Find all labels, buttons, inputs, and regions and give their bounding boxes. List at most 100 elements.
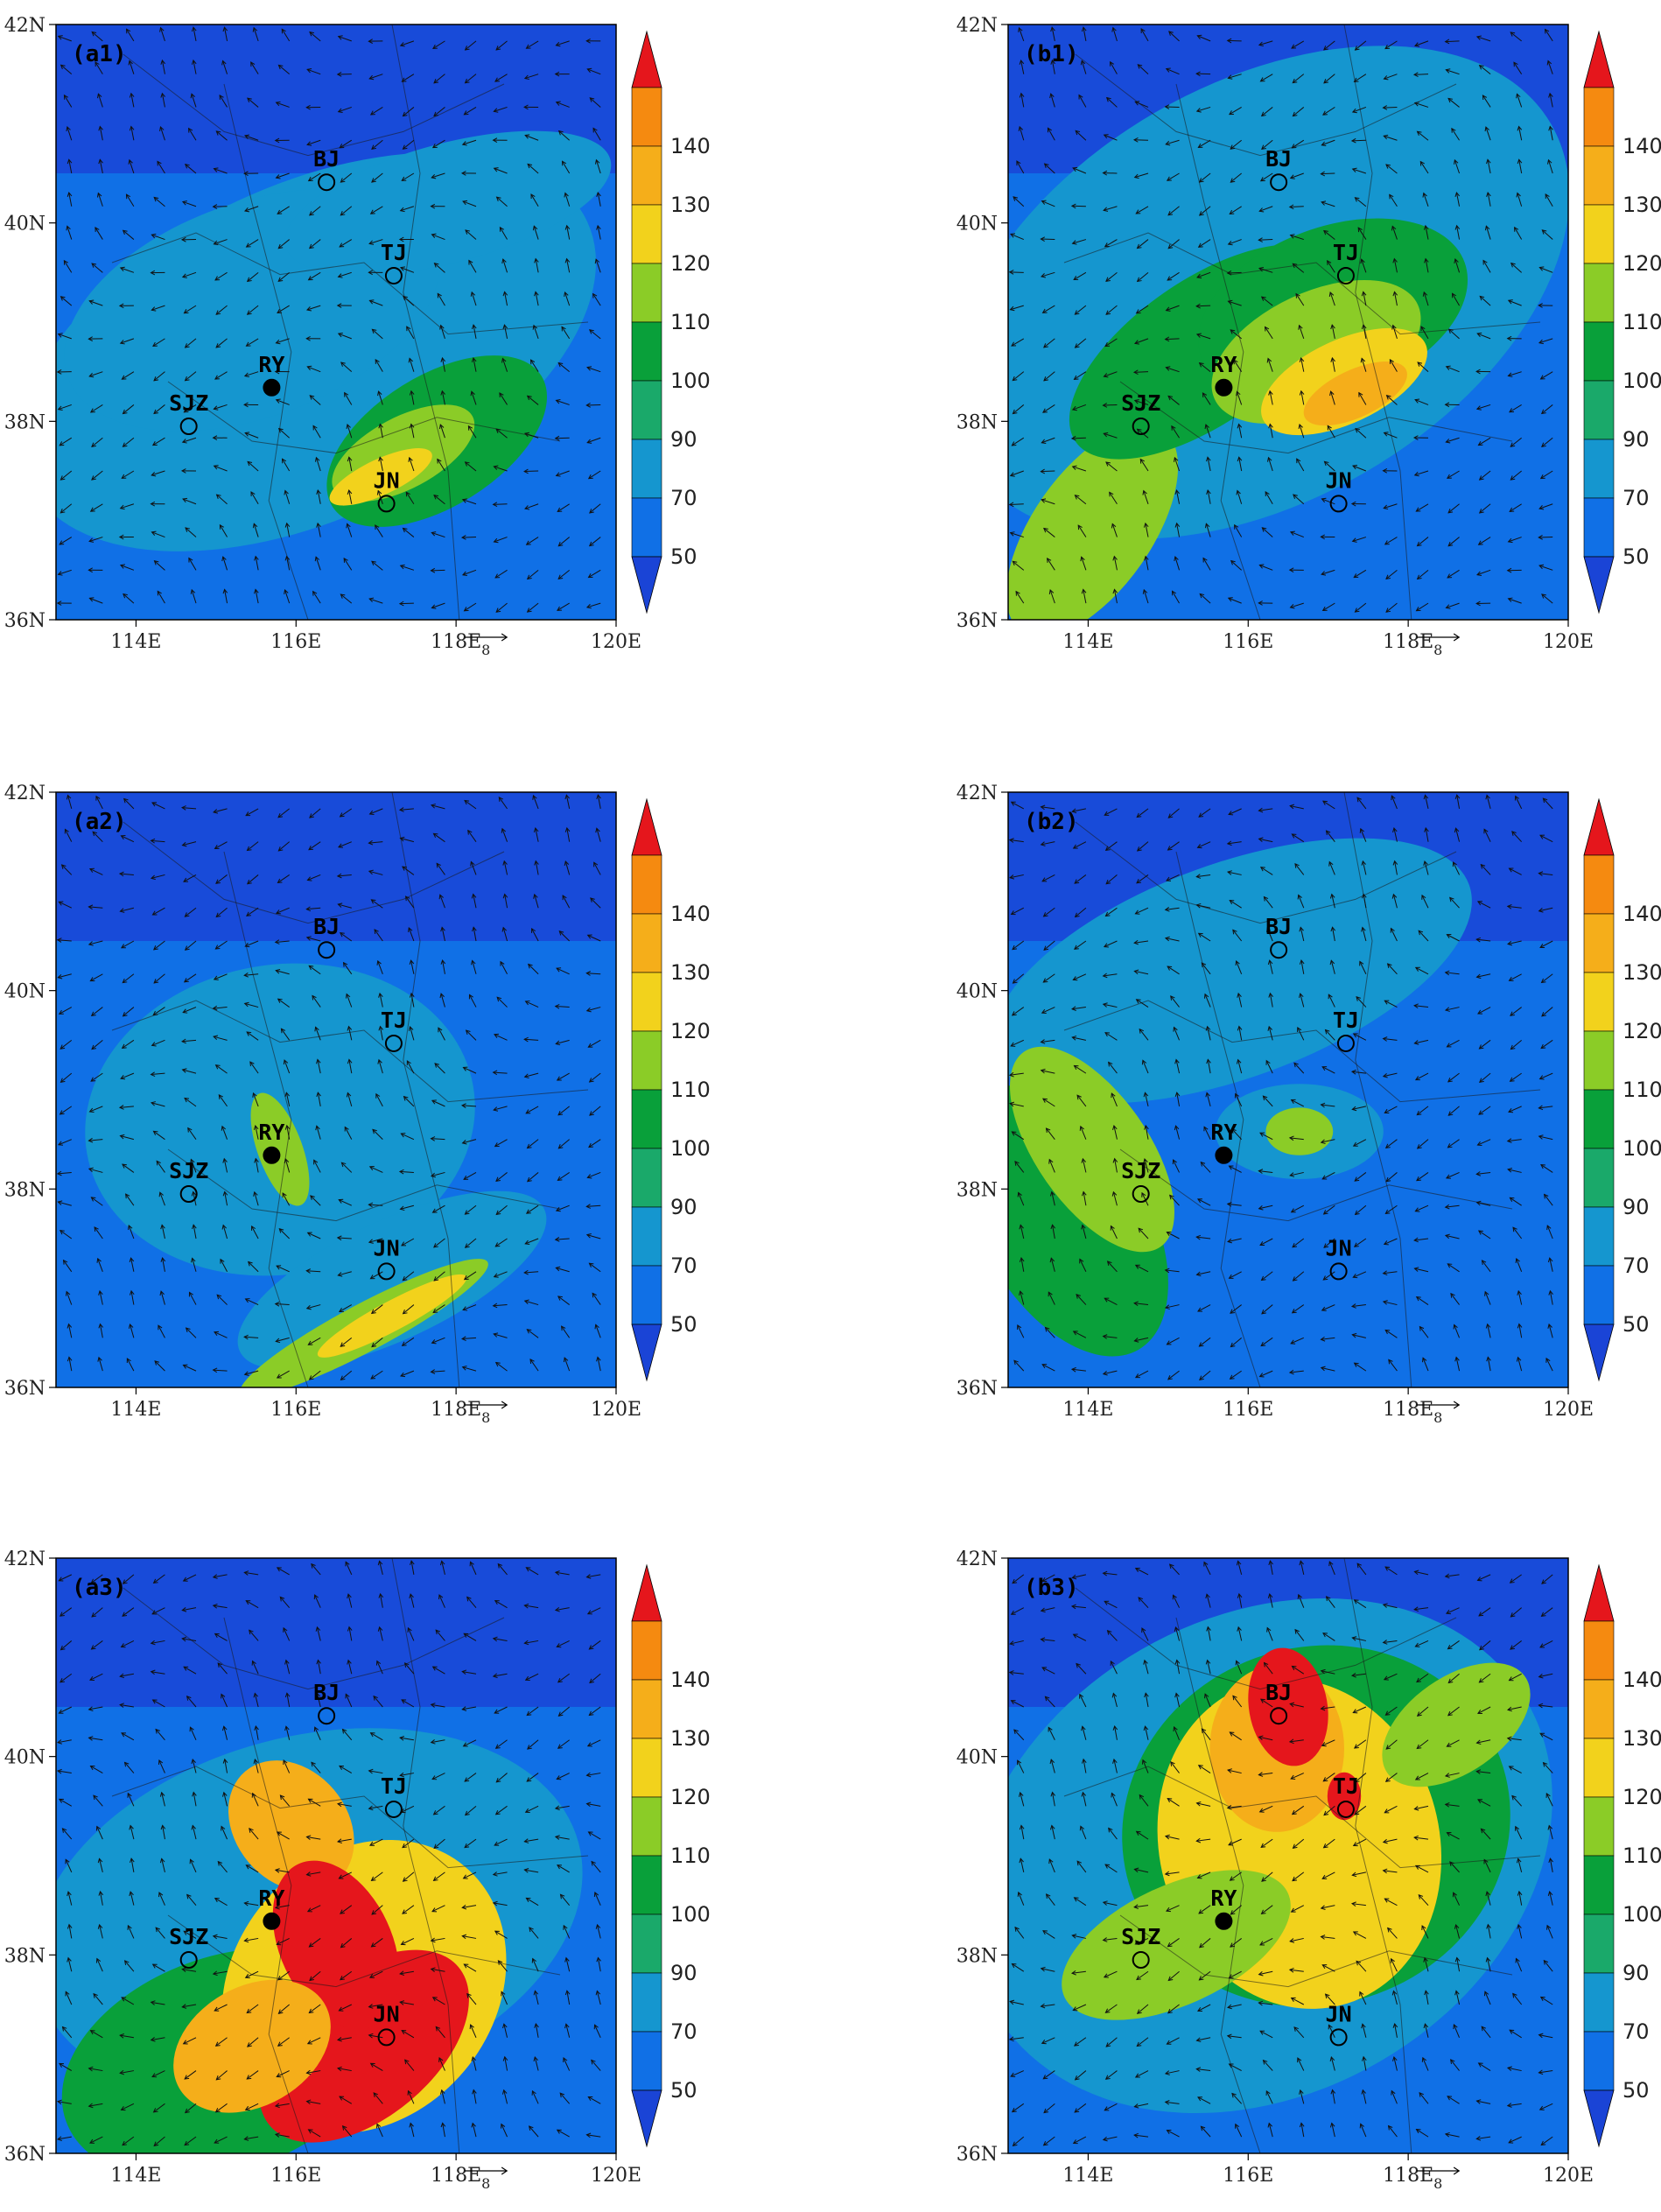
colorbar-label: 130 — [670, 1726, 711, 1751]
colorbar-bin — [632, 855, 662, 914]
y-tick-label: 40N — [957, 981, 998, 1003]
colorbar: 507090100110120130140 — [1584, 799, 1661, 1380]
city-label-bj: BJ — [1265, 914, 1292, 939]
colorbar-bin — [632, 1207, 662, 1266]
colorbar-bin — [632, 973, 662, 1031]
colorbar-bin — [1584, 914, 1614, 973]
colorbar-label: 130 — [1622, 193, 1661, 217]
city-label-tj: TJ — [381, 240, 407, 265]
colorbar-bin — [632, 914, 662, 973]
colorbar-bin — [1584, 1621, 1614, 1680]
wind-arrow — [400, 603, 414, 604]
y-tick-label: 38N — [957, 1945, 998, 1967]
colorbar-label: 50 — [1622, 2078, 1650, 2103]
colorbar-label: 70 — [1622, 486, 1650, 510]
reference-vector-label: 8 — [481, 1409, 490, 1426]
wind-arrow — [524, 471, 538, 472]
y-tick-label: 42N — [957, 1548, 998, 1570]
reference-vector-label: 8 — [481, 642, 490, 658]
reference-vector-label: 8 — [1433, 642, 1442, 658]
colorbar-label: 50 — [670, 2078, 697, 2103]
colorbar-bottom-arrow — [1584, 1324, 1614, 1380]
x-tick-label: 114E — [1062, 2165, 1113, 2187]
city-label-bj: BJ — [313, 146, 340, 172]
colorbar-label: 140 — [1622, 134, 1661, 158]
city-label-ry: RY — [258, 1885, 284, 1911]
x-tick-label: 118E — [431, 631, 481, 653]
colorbar-bin — [1584, 1738, 1614, 1797]
colorbar-bin — [632, 1031, 662, 1090]
city-label-ry: RY — [258, 352, 284, 377]
colorbar-label: 90 — [1622, 427, 1650, 452]
city-label-tj: TJ — [381, 1008, 407, 1033]
wind-arrow — [1228, 272, 1242, 273]
colorbar-label: 90 — [670, 427, 697, 452]
wind-arrow — [494, 504, 508, 505]
colorbar-label: 50 — [670, 1312, 697, 1337]
colorbar-bin — [1584, 1266, 1614, 1324]
colorbar-bin — [632, 205, 662, 263]
colorbar-label: 110 — [670, 310, 711, 334]
x-tick-label: 116E — [270, 631, 321, 653]
city-label-bj: BJ — [1265, 1680, 1292, 1705]
y-tick-label: 40N — [957, 214, 998, 235]
city-label-ry: RY — [1210, 352, 1237, 377]
colorbar-label: 100 — [670, 1902, 711, 1927]
colorbar-bin — [1584, 263, 1614, 322]
colorbar-top-arrow — [1584, 1565, 1614, 1621]
colorbar-top-arrow — [1584, 32, 1614, 88]
colorbar-bin — [632, 1090, 662, 1148]
city-label-sjz: SJZ — [1121, 1924, 1160, 1949]
colorbar-label: 120 — [1622, 251, 1661, 276]
x-tick-label: 116E — [1223, 1399, 1273, 1421]
panel-b1: (b1)BJTJRYSJZJN114E 116E 118E 120E36N38N40N… — [865, 0, 1661, 665]
y-tick-label: 36N — [4, 2144, 46, 2166]
colorbar-bin — [1584, 1973, 1614, 2032]
colorbar: 507090100110120130140 — [632, 799, 711, 1380]
x-tick-label: 120E — [1543, 2165, 1594, 2187]
colorbar-bottom-arrow — [1584, 557, 1614, 613]
colorbar-bin — [632, 88, 662, 146]
wind-arrow — [1321, 173, 1335, 174]
y-tick-label: 40N — [4, 214, 46, 235]
x-tick-label: 120E — [1543, 631, 1594, 653]
panel-label: (a2) — [72, 809, 127, 835]
colorbar-label: 140 — [670, 134, 711, 158]
colorbar-top-arrow — [632, 799, 662, 855]
wind-arrow — [1103, 404, 1117, 405]
wind-arrow — [1072, 438, 1086, 439]
city-label-tj: TJ — [1333, 1773, 1359, 1799]
y-tick-label: 42N — [957, 783, 998, 804]
x-tick-label: 114E — [1062, 631, 1113, 653]
panel-a2: (a2)BJTJRYSJZJN114E 116E 118E 120E36N38N40N… — [4, 783, 711, 1426]
colorbar-label: 100 — [1622, 1136, 1661, 1161]
panel-label: (b2) — [1024, 809, 1079, 835]
wind-arrow — [1166, 339, 1180, 340]
colorbar-bin — [632, 1266, 662, 1324]
colorbar-bin — [1584, 205, 1614, 263]
colorbar-label: 100 — [1622, 1902, 1661, 1927]
colorbar-label: 70 — [1622, 1253, 1650, 1278]
colorbar-bin — [632, 498, 662, 557]
colorbar-label: 140 — [670, 902, 711, 926]
colorbar-label: 120 — [670, 1785, 711, 1809]
y-tick-label: 36N — [957, 1378, 998, 1400]
reference-vector-label: 8 — [1433, 2175, 1442, 2192]
colorbar-bin — [1584, 1207, 1614, 1266]
colorbar-bin — [632, 146, 662, 205]
colorbar-label: 140 — [670, 1668, 711, 1692]
y-tick-label: 40N — [957, 1747, 998, 1769]
city-label-tj: TJ — [1333, 240, 1359, 265]
colorbar-label: 110 — [670, 1843, 711, 1868]
colorbar-bottom-arrow — [632, 2090, 662, 2146]
colorbar-bin — [1584, 1031, 1614, 1090]
wind-arrow — [556, 438, 570, 439]
y-tick-label: 40N — [4, 981, 46, 1003]
colorbar-label: 50 — [670, 544, 697, 569]
city-label-jn: JN — [1326, 2001, 1352, 2026]
wind-arrow — [1041, 471, 1055, 472]
city-label-sjz: SJZ — [1121, 1158, 1160, 1183]
y-tick-label: 36N — [4, 1378, 46, 1400]
colorbar-label: 120 — [670, 251, 711, 276]
colorbar-bin — [1584, 1680, 1614, 1738]
